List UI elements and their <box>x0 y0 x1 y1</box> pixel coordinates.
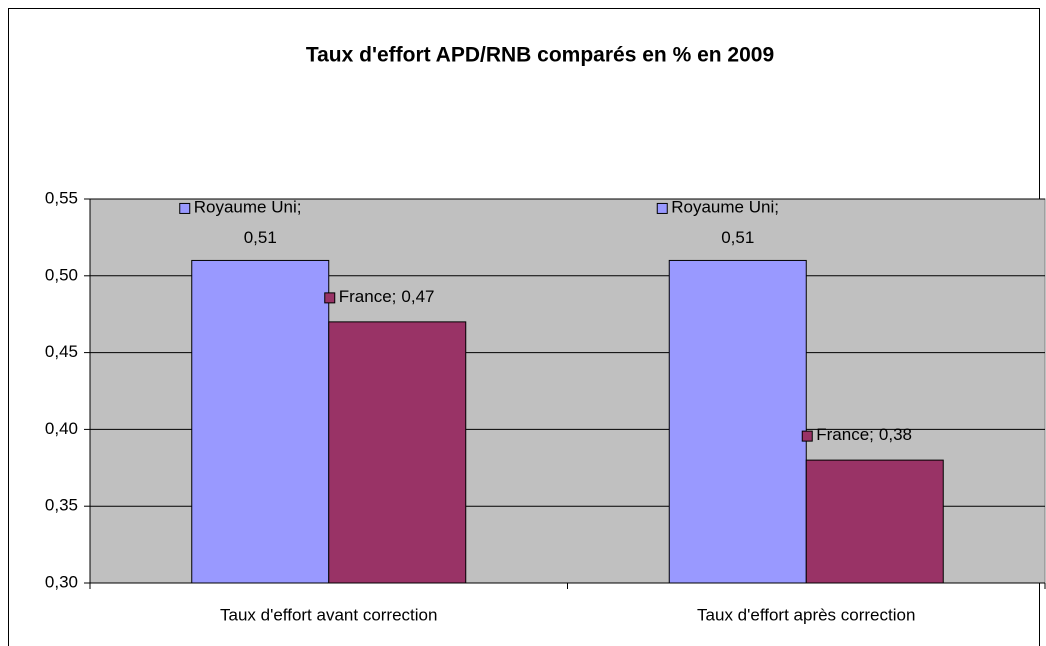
series-name: France <box>339 287 392 306</box>
x-tick-label: Taux d'effort après correction <box>697 605 915 624</box>
label-key <box>179 202 191 214</box>
series-name: Royaume Uni <box>194 198 297 217</box>
series-name: Royaume Uni <box>671 198 774 217</box>
x-tick-label: Taux d'effort avant correction <box>220 605 437 624</box>
series-name: France <box>816 426 869 445</box>
chart-title: Taux d'effort APD/RNB comparés en % en 2… <box>306 44 774 67</box>
y-tick-label: 0,55 <box>45 188 78 207</box>
data-label: Royaume Uni; <box>671 198 779 217</box>
y-tick-label: 0,50 <box>45 265 78 284</box>
bar <box>328 321 467 584</box>
label-separator: ; <box>392 287 397 306</box>
y-tick-label: 0,40 <box>45 419 78 438</box>
bar <box>668 259 807 584</box>
label-separator: ; <box>774 198 779 217</box>
value-label: 0,38 <box>879 426 912 445</box>
label-separator: ; <box>297 198 302 217</box>
y-tick-label: 0,30 <box>45 572 78 591</box>
y-tick-label: 0,45 <box>45 342 78 361</box>
y-tick-label: 0,35 <box>45 496 78 515</box>
bar <box>805 459 944 584</box>
data-label: France; 0,38 <box>816 426 912 445</box>
label-key <box>801 430 813 442</box>
value-label: 0,51 <box>721 228 754 247</box>
label-key <box>324 292 336 304</box>
label-key <box>656 202 668 214</box>
data-label: France; 0,47 <box>339 287 435 306</box>
label-separator: ; <box>869 426 874 445</box>
value-label: 0,47 <box>401 287 434 306</box>
data-label: Royaume Uni; <box>194 198 302 217</box>
value-label: 0,51 <box>244 228 277 247</box>
bar <box>191 259 330 584</box>
